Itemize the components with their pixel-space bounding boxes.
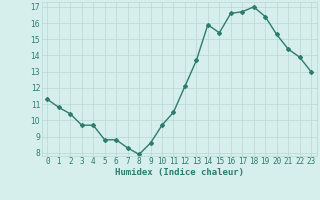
- X-axis label: Humidex (Indice chaleur): Humidex (Indice chaleur): [115, 168, 244, 177]
